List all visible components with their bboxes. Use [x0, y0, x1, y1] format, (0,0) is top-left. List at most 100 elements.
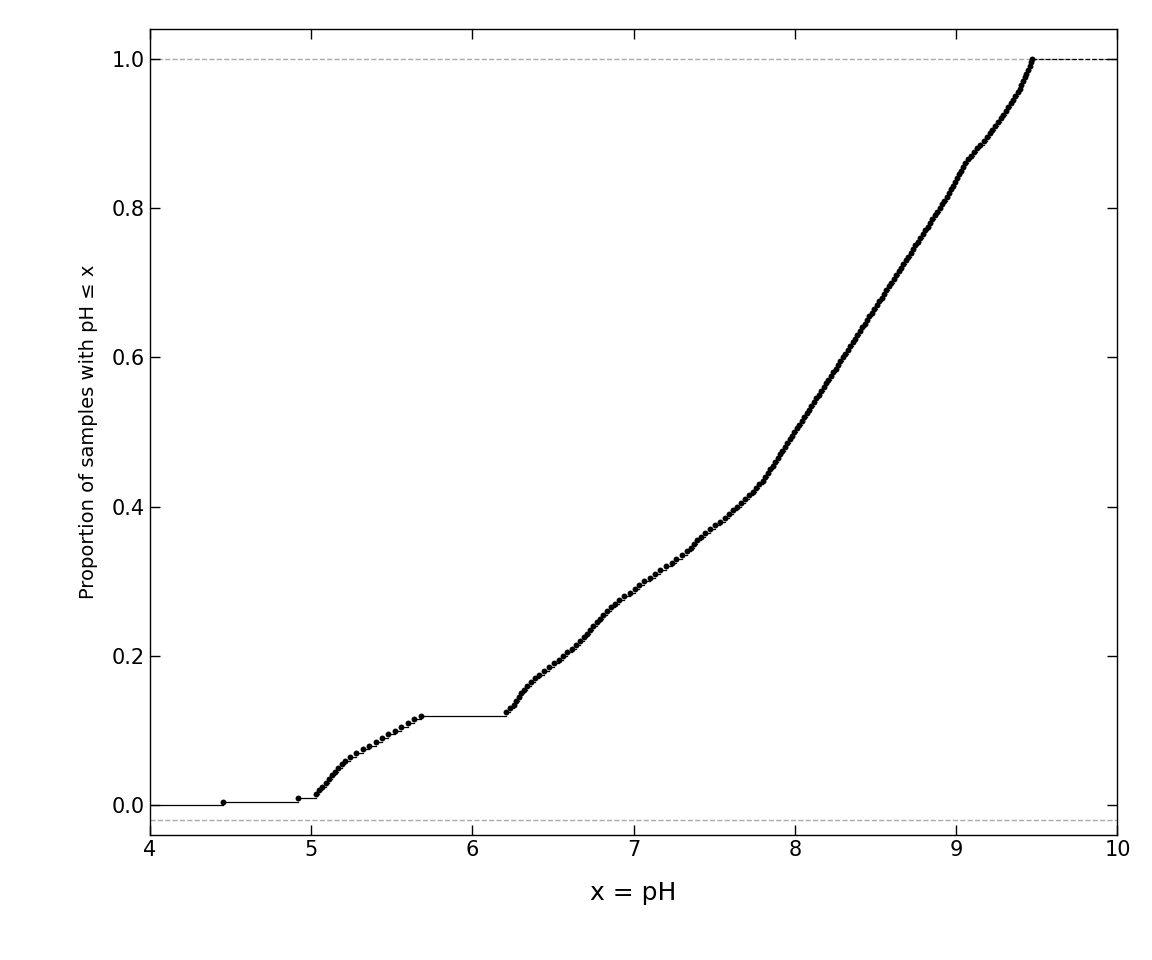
Point — [872, 290, 890, 305]
Point — [1010, 81, 1029, 96]
Point — [983, 122, 1001, 137]
Point — [889, 264, 908, 279]
Point — [1013, 77, 1031, 92]
Point — [804, 395, 823, 410]
Point — [545, 656, 563, 671]
Point — [602, 600, 621, 615]
Point — [392, 719, 410, 734]
Point — [1009, 84, 1028, 100]
Point — [856, 316, 874, 331]
Point — [766, 454, 785, 469]
Point — [958, 152, 977, 167]
Point — [863, 305, 881, 321]
Point — [411, 708, 430, 724]
Point — [511, 685, 530, 701]
Point — [909, 234, 927, 250]
Point — [497, 705, 515, 720]
Point — [213, 794, 232, 809]
Point — [907, 238, 925, 253]
Point — [952, 163, 970, 179]
Point — [323, 768, 341, 783]
Point — [507, 693, 525, 708]
Point — [778, 436, 796, 451]
Point — [920, 215, 939, 230]
Point — [773, 443, 791, 458]
Point — [899, 249, 917, 264]
Point — [780, 432, 798, 447]
Point — [819, 372, 838, 388]
Point — [793, 413, 811, 428]
Point — [968, 140, 986, 156]
Point — [810, 387, 828, 402]
Point — [720, 507, 738, 522]
Point — [359, 738, 378, 754]
Point — [386, 723, 404, 738]
Point — [1021, 59, 1039, 74]
Point — [347, 745, 365, 760]
Point — [581, 622, 599, 637]
Point — [591, 611, 609, 626]
Point — [817, 375, 835, 391]
Point — [1003, 92, 1022, 108]
Point — [828, 357, 847, 372]
Point — [850, 324, 869, 339]
Point — [626, 581, 644, 596]
Point — [975, 133, 993, 149]
Point — [621, 585, 639, 600]
Point — [732, 495, 750, 511]
Point — [949, 167, 968, 182]
Point — [986, 118, 1005, 133]
Point — [744, 484, 763, 499]
Point — [588, 614, 606, 630]
Point — [797, 406, 816, 421]
Point — [518, 678, 537, 693]
Point — [892, 260, 910, 276]
Point — [723, 503, 742, 518]
Point — [584, 618, 602, 634]
Point — [691, 529, 710, 544]
Point — [550, 652, 568, 667]
Point — [788, 420, 806, 436]
Point — [775, 440, 794, 455]
Point — [916, 223, 934, 238]
Point — [509, 689, 528, 705]
Point — [736, 492, 755, 507]
Point — [938, 189, 956, 204]
Point — [848, 327, 866, 343]
Point — [1022, 51, 1040, 66]
Point — [1022, 55, 1040, 70]
Point — [812, 383, 831, 398]
Point — [795, 409, 813, 424]
Point — [554, 648, 573, 663]
Point — [740, 488, 758, 503]
Point — [826, 361, 844, 376]
Point — [799, 402, 818, 418]
Point — [756, 469, 774, 485]
Point — [887, 268, 905, 283]
Point — [946, 174, 964, 189]
Point — [971, 137, 990, 153]
Point — [559, 644, 577, 660]
Point — [992, 110, 1010, 126]
Point — [832, 353, 850, 369]
Point — [768, 450, 787, 466]
Point — [865, 301, 884, 317]
Point — [858, 312, 877, 327]
Point — [874, 286, 893, 301]
Point — [505, 697, 523, 712]
Point — [577, 626, 596, 641]
Point — [943, 178, 962, 193]
Point — [923, 211, 941, 227]
Point — [964, 144, 983, 159]
Point — [611, 592, 629, 608]
Point — [808, 391, 826, 406]
Point — [1015, 70, 1033, 85]
Point — [379, 727, 397, 742]
Point — [667, 551, 685, 566]
Point — [399, 715, 417, 731]
Point — [406, 711, 424, 727]
Point — [575, 630, 593, 645]
Point — [682, 540, 700, 556]
Point — [706, 517, 725, 533]
Point — [562, 641, 581, 657]
